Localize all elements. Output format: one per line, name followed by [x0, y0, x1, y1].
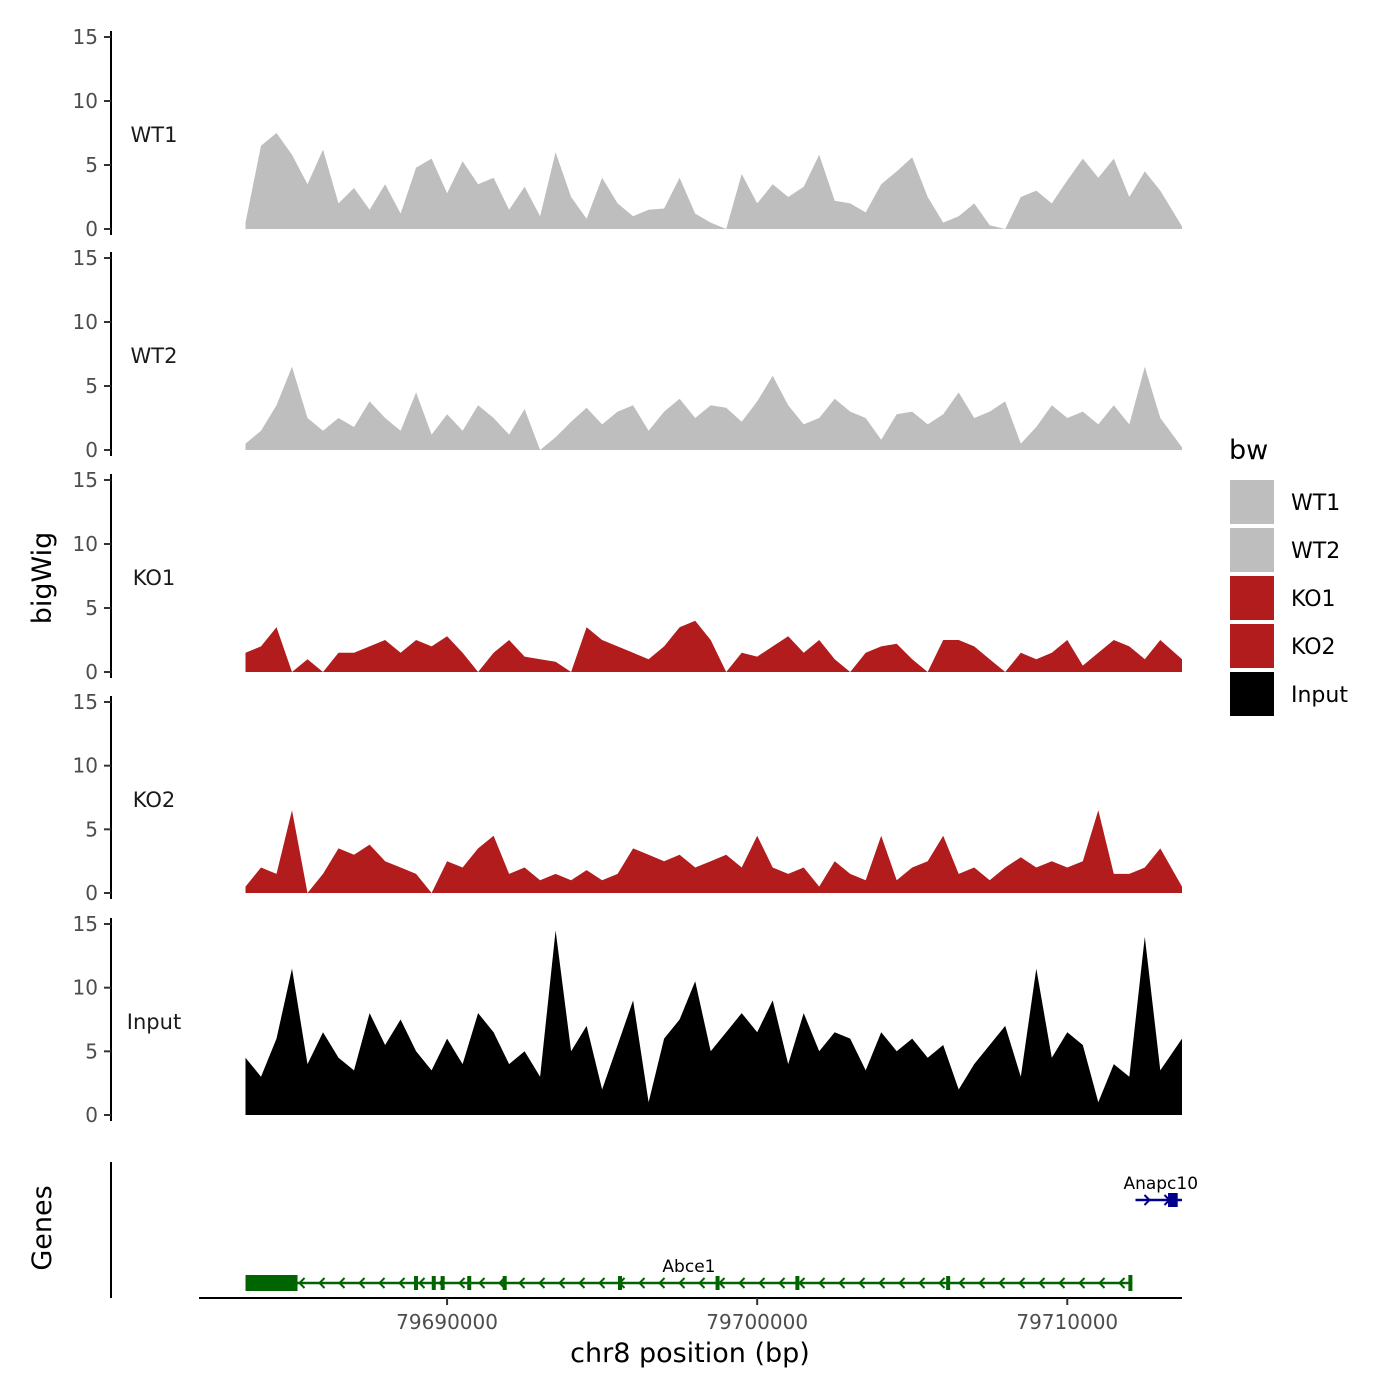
- signal-area-ko2: [246, 810, 1183, 893]
- y-tick-label: 5: [85, 817, 98, 841]
- track-label: WT1: [131, 123, 178, 147]
- exon: [1173, 1193, 1178, 1207]
- exon: [1128, 1275, 1132, 1291]
- y-tick-label: 0: [85, 438, 98, 462]
- exon: [946, 1276, 950, 1290]
- track-ko2: 0 5 10 15 KO2: [73, 690, 1182, 905]
- signal-area-wt2: [246, 367, 1183, 450]
- exon: [414, 1276, 418, 1290]
- genome-track-chart: 0 5 10 15 WT1 0 5 10 15 WT2 0 5 10 15 KO1 0 5 10 15 KO2 0 5 10…: [0, 0, 1400, 1400]
- y-tick-label: 15: [73, 468, 98, 492]
- legend-label: Input: [1291, 683, 1348, 708]
- legend-swatch: [1230, 480, 1274, 524]
- y-tick-label: 10: [73, 89, 98, 113]
- legend-label: WT2: [1291, 539, 1340, 564]
- x-tick-label: 79710000: [1016, 1310, 1118, 1334]
- y-tick-label: 5: [85, 374, 98, 398]
- gene-anapc10: Anapc10: [1123, 1174, 1198, 1207]
- exon: [432, 1276, 436, 1290]
- exon: [503, 1276, 507, 1290]
- gene-label: Abce1: [662, 1257, 715, 1277]
- exon: [795, 1276, 799, 1290]
- gene-abce1: Abce1: [246, 1257, 1133, 1291]
- y-tick-label: 15: [73, 912, 98, 936]
- track-label: KO1: [133, 566, 176, 590]
- x-tick-label: 79700000: [706, 1310, 808, 1334]
- signal-area-input: [246, 930, 1183, 1115]
- legend-items: WT1 WT2 KO1 KO2 Input: [1230, 480, 1348, 716]
- legend-item-ko1: KO1: [1230, 576, 1336, 620]
- legend-item-ko2: KO2: [1230, 624, 1336, 668]
- track-label: Input: [127, 1010, 181, 1034]
- y-tick-label: 10: [73, 976, 98, 1000]
- track-label: KO2: [133, 788, 176, 812]
- y-tick-label: 15: [73, 246, 98, 270]
- legend-label: KO2: [1291, 635, 1336, 660]
- legend-swatch: [1230, 576, 1274, 620]
- legend-swatch: [1230, 672, 1274, 716]
- exon: [246, 1275, 298, 1291]
- exon: [1168, 1193, 1173, 1207]
- legend-label: WT1: [1291, 491, 1340, 516]
- genes-panel: Genes Abce1 Anapc10: [27, 1162, 1198, 1298]
- y-axis-title-genes: Genes: [27, 1185, 58, 1270]
- track-input: 0 5 10 15 Input: [73, 912, 1182, 1127]
- legend-item-input: Input: [1230, 672, 1348, 716]
- y-axis-title-bigwig: bigWig: [27, 532, 58, 625]
- x-axis-title: chr8 position (bp): [570, 1338, 810, 1369]
- y-tick-label: 0: [85, 217, 98, 241]
- legend-swatch: [1230, 624, 1274, 668]
- y-tick-label: 5: [85, 1039, 98, 1063]
- x-ticks: 79690000 79700000 79710000: [396, 1298, 1118, 1334]
- signal-area-ko1: [246, 621, 1183, 672]
- exon: [441, 1276, 445, 1290]
- gene-models: Abce1 Anapc10: [246, 1174, 1199, 1291]
- y-tick-label: 15: [73, 690, 98, 714]
- track-wt1: 0 5 10 15 WT1: [73, 25, 1182, 241]
- legend-swatch: [1230, 528, 1274, 572]
- y-tick-label: 0: [85, 1103, 98, 1127]
- x-axis: 79690000 79700000 79710000 chr8 position (…: [199, 1298, 1182, 1369]
- track-label: WT2: [131, 344, 178, 368]
- y-tick-label: 10: [73, 310, 98, 334]
- y-tick-label: 5: [85, 596, 98, 620]
- x-tick-label: 79690000: [396, 1310, 498, 1334]
- exon: [618, 1276, 622, 1290]
- track-ko1: 0 5 10 15 KO1: [73, 468, 1182, 684]
- signal-area-wt1: [246, 133, 1183, 229]
- signal-tracks: 0 5 10 15 WT1 0 5 10 15 WT2 0 5 10 15 KO1 0 5 10 15 KO2 0 5 10…: [73, 25, 1182, 1127]
- exon: [467, 1276, 471, 1290]
- y-tick-label: 0: [85, 660, 98, 684]
- y-tick-label: 15: [73, 25, 98, 49]
- legend-label: KO1: [1291, 587, 1336, 612]
- y-tick-label: 10: [73, 532, 98, 556]
- legend-item-wt1: WT1: [1230, 480, 1340, 524]
- legend-title: bw: [1229, 435, 1268, 466]
- y-tick-label: 10: [73, 754, 98, 778]
- legend: bw WT1 WT2 KO1 KO2 Input: [1229, 435, 1348, 716]
- legend-item-wt2: WT2: [1230, 528, 1340, 572]
- exon: [716, 1276, 720, 1290]
- track-wt2: 0 5 10 15 WT2: [73, 246, 1182, 462]
- gene-label: Anapc10: [1123, 1174, 1198, 1194]
- y-tick-label: 0: [85, 881, 98, 905]
- y-tick-label: 5: [85, 153, 98, 177]
